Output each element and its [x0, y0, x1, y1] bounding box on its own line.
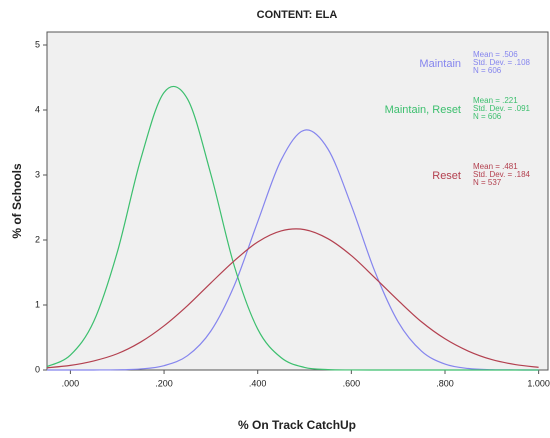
series-stat: N = 606	[473, 66, 502, 75]
series-stat: Std. Dev. = .184	[473, 170, 531, 179]
y-tick-label: 4	[35, 104, 40, 114]
x-tick-label: .600	[343, 378, 361, 388]
x-tick-label: .200	[155, 378, 173, 388]
plot-area	[46, 31, 549, 371]
series-stat: Mean = .481	[473, 162, 518, 171]
x-tick-label: .800	[436, 378, 454, 388]
x-tick-label: 1.000	[527, 378, 550, 388]
y-axis-label: % of Schools	[10, 163, 24, 239]
series-stat: Mean = .221	[473, 96, 518, 105]
density-curve	[46, 129, 539, 371]
chart-title: CONTENT: ELA	[257, 9, 338, 21]
y-tick-label: 0	[35, 364, 40, 374]
y-tick-label: 1	[35, 299, 40, 309]
density-curve	[46, 228, 539, 369]
y-tick-label: 3	[35, 169, 40, 179]
x-axis-label: % On Track CatchUp	[238, 418, 356, 432]
series-stat: N = 537	[473, 178, 502, 187]
series-stat: N = 606	[473, 112, 502, 121]
series-label: Maintain	[419, 58, 461, 70]
series-stat: Std. Dev. = .091	[473, 104, 531, 113]
y-tick-label: 2	[35, 234, 40, 244]
y-tick-label: 5	[35, 39, 40, 49]
x-tick-label: .400	[249, 378, 267, 388]
series-label: Maintain, Reset	[385, 104, 461, 116]
density-curve	[46, 85, 539, 371]
series-label: Reset	[432, 170, 461, 182]
x-tick-label: .000	[62, 378, 80, 388]
series-stat: Std. Dev. = .108	[473, 58, 531, 67]
series-stat: Mean = .506	[473, 50, 518, 59]
